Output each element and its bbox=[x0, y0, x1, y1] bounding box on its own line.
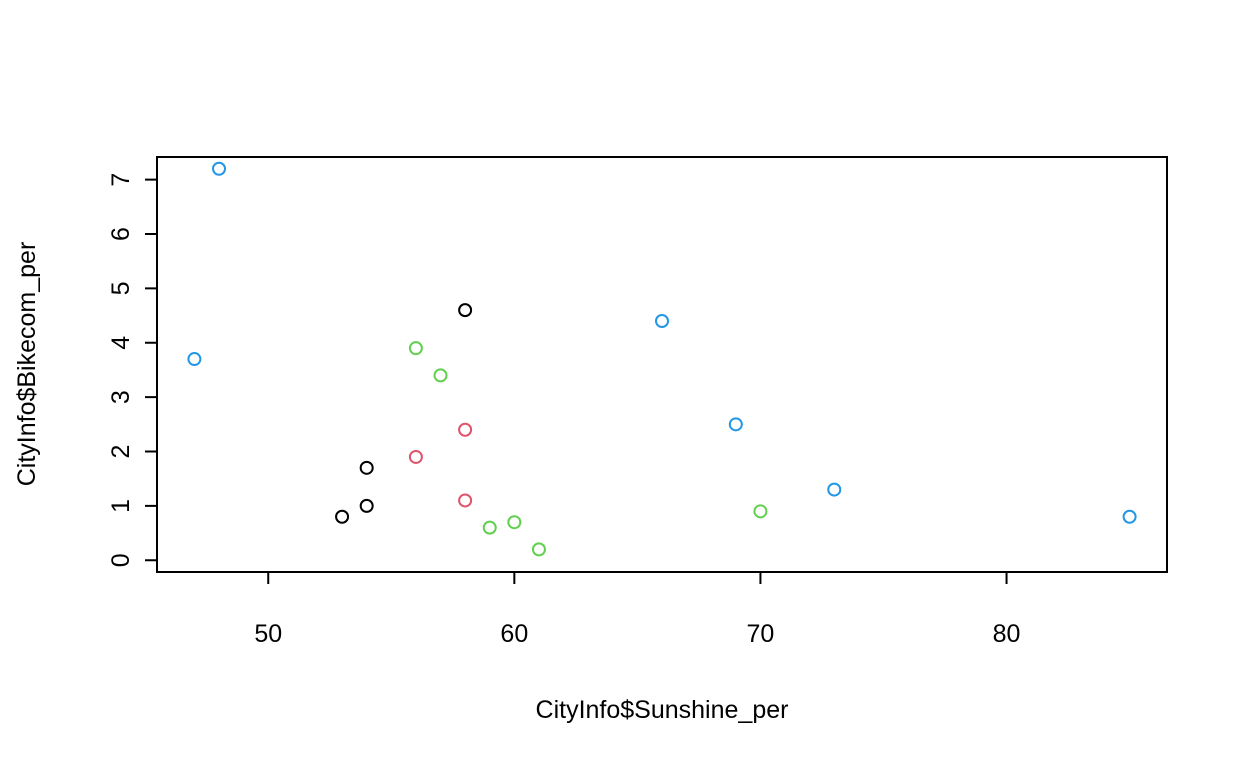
y-tick-label: 1 bbox=[107, 499, 135, 513]
data-point bbox=[827, 482, 842, 497]
data-point bbox=[433, 368, 448, 383]
data-point bbox=[507, 515, 522, 530]
y-tick-label: 2 bbox=[107, 445, 135, 459]
y-axis-title: CityInfo$Bikecom_per bbox=[13, 242, 41, 487]
x-axis-title: CityInfo$Sunshine_per bbox=[536, 696, 789, 724]
plot-frame bbox=[156, 156, 1168, 573]
data-point bbox=[458, 422, 473, 437]
data-point bbox=[359, 498, 374, 513]
x-tick-label: 50 bbox=[254, 620, 282, 648]
data-point bbox=[187, 352, 202, 367]
y-tick-label: 6 bbox=[107, 227, 135, 241]
y-tick-label: 4 bbox=[107, 336, 135, 350]
data-point bbox=[408, 449, 423, 464]
data-point bbox=[1122, 509, 1137, 524]
y-axis: 0 1 2 3 4 5 6 7 bbox=[107, 173, 158, 567]
data-point bbox=[458, 303, 473, 318]
y-tick-label: 0 bbox=[107, 553, 135, 567]
x-tick-label: 60 bbox=[500, 620, 528, 648]
data-point bbox=[482, 520, 497, 535]
x-tick-label: 80 bbox=[993, 620, 1021, 648]
data-point bbox=[335, 509, 350, 524]
data-point bbox=[359, 460, 374, 475]
data-point bbox=[408, 341, 423, 356]
y-tick-label: 7 bbox=[107, 173, 135, 187]
data-point bbox=[458, 493, 473, 508]
data-point bbox=[728, 417, 743, 432]
data-point bbox=[753, 504, 768, 519]
x-tick-label: 70 bbox=[747, 620, 775, 648]
data-point bbox=[212, 161, 227, 176]
data-point bbox=[655, 313, 669, 328]
y-tick-label: 5 bbox=[107, 281, 135, 295]
data-points bbox=[187, 161, 1137, 557]
data-point bbox=[531, 542, 546, 557]
y-tick-label: 3 bbox=[107, 390, 135, 404]
x-axis: 50 60 70 80 bbox=[254, 571, 1021, 648]
